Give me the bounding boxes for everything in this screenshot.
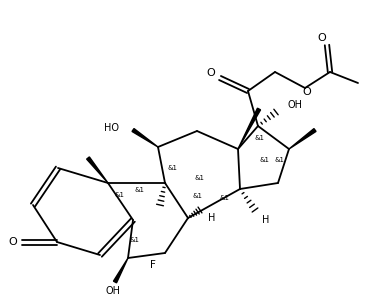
Text: HO: HO — [104, 123, 119, 133]
Text: &1: &1 — [275, 157, 285, 163]
Polygon shape — [132, 129, 158, 147]
Polygon shape — [289, 129, 316, 149]
Text: &1: &1 — [115, 192, 125, 198]
Text: &1: &1 — [255, 135, 265, 141]
Polygon shape — [87, 157, 108, 183]
Text: OH: OH — [105, 286, 120, 296]
Text: F: F — [150, 260, 156, 270]
Text: O: O — [303, 87, 311, 97]
Text: &1: &1 — [130, 237, 140, 243]
Text: O: O — [207, 68, 215, 78]
Text: O: O — [9, 237, 17, 247]
Text: &1: &1 — [195, 175, 205, 181]
Text: OH: OH — [288, 100, 303, 110]
Text: &1: &1 — [260, 157, 270, 163]
Text: &1: &1 — [220, 195, 230, 201]
Text: &1: &1 — [135, 187, 145, 193]
Polygon shape — [238, 108, 261, 149]
Text: &1: &1 — [168, 165, 178, 171]
Text: H: H — [262, 215, 269, 225]
Text: H: H — [208, 213, 215, 223]
Polygon shape — [113, 258, 128, 283]
Text: O: O — [318, 33, 327, 43]
Text: &1: &1 — [193, 193, 203, 199]
